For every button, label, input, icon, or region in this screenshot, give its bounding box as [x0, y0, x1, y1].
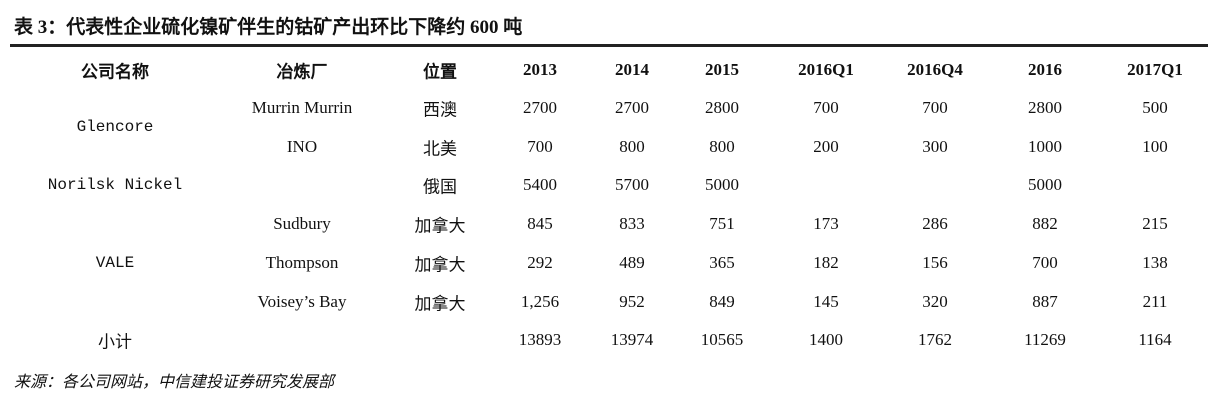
total-cell: 10565: [700, 330, 744, 350]
smelter-cell: Voisey’s Bay: [257, 291, 347, 311]
value-cell: 800: [619, 136, 645, 156]
source-note: 来源：各公司网站，中信建投证券研究发展部: [14, 374, 335, 391]
value-cell: 182: [813, 252, 839, 272]
smelter-cell: INO: [286, 136, 318, 156]
value-cell: 138: [1142, 252, 1168, 272]
value-cell: 2700: [615, 98, 649, 117]
total-cell: 11269: [1024, 330, 1066, 350]
location-cell: 西澳: [423, 100, 457, 120]
company-cell: Norilsk Nickel: [47, 176, 183, 195]
value-cell: 5700: [615, 175, 649, 195]
value-cell: 173: [813, 214, 839, 234]
total-cell: 13893: [518, 330, 562, 350]
value-cell: 292: [527, 252, 553, 272]
value-cell: 849: [709, 291, 735, 311]
header-cell: 2016: [1028, 60, 1062, 79]
total-cell: 1164: [1138, 330, 1172, 350]
header-cell: 2016Q1: [798, 60, 854, 79]
smelter-cell: Thompson: [265, 252, 339, 272]
location-cell: 北美: [423, 139, 457, 159]
header-cell: 2014: [615, 60, 649, 79]
value-cell: 365: [709, 252, 735, 272]
total-cell: 1400: [809, 330, 843, 350]
location-cell: 加拿大: [414, 216, 466, 236]
header-cell: 2013: [523, 60, 557, 79]
value-cell: 5400: [523, 175, 557, 195]
header-cell: 公司名称: [81, 62, 149, 82]
header-cell: 冶炼厂: [276, 62, 328, 82]
total-cell: 1762: [918, 330, 952, 350]
value-cell: 800: [709, 136, 735, 156]
location-cell: 加拿大: [414, 255, 466, 275]
header-cell: 2017Q1: [1127, 60, 1183, 79]
location-cell: 俄国: [423, 177, 457, 197]
value-cell: 5000: [705, 175, 739, 195]
header-cell: 2015: [705, 60, 739, 79]
company-cell: Glencore: [76, 118, 154, 137]
location-cell: 加拿大: [414, 294, 466, 313]
value-cell: 833: [619, 214, 645, 234]
value-cell: 2700: [523, 98, 557, 117]
smelter-cell: Murrin Murrin: [251, 98, 353, 117]
value-cell: 489: [619, 252, 645, 272]
value-cell: 845: [527, 214, 553, 234]
smelter-cell: Sudbury: [273, 214, 331, 234]
value-cell: 286: [922, 214, 948, 234]
value-cell: 5000: [1028, 175, 1062, 195]
value-cell: 882: [1032, 214, 1058, 234]
value-cell: 700: [527, 136, 553, 156]
header-cell: 位置: [423, 62, 457, 82]
total-label: 小计: [98, 332, 132, 352]
value-cell: 211: [1142, 291, 1168, 311]
value-cell: 320: [922, 291, 948, 311]
value-cell: 1,256: [520, 291, 560, 311]
value-cell: 2800: [1028, 98, 1062, 117]
value-cell: 700: [1032, 252, 1058, 272]
value-cell: 1000: [1028, 136, 1062, 156]
header-cell: 2016Q4: [907, 60, 963, 79]
value-cell: 751: [709, 214, 735, 234]
value-cell: 700: [813, 98, 839, 117]
value-cell: 300: [922, 136, 948, 156]
value-cell: 2800: [705, 98, 739, 117]
value-cell: 100: [1142, 136, 1168, 156]
value-cell: 156: [922, 252, 948, 272]
value-cell: 500: [1142, 98, 1168, 117]
value-cell: 700: [922, 98, 948, 117]
value-cell: 887: [1032, 291, 1058, 311]
value-cell: 952: [619, 291, 645, 311]
value-cell: 215: [1142, 214, 1168, 234]
value-cell: 145: [813, 291, 839, 311]
value-cell: 200: [813, 136, 839, 156]
company-cell: VALE: [95, 253, 135, 272]
total-cell: 13974: [610, 330, 654, 350]
table-title: 表 3：代表性企业硫化镍矿伴生的钴矿产出环比下降约 600 吨: [14, 17, 523, 38]
title-rule: [10, 44, 1208, 47]
